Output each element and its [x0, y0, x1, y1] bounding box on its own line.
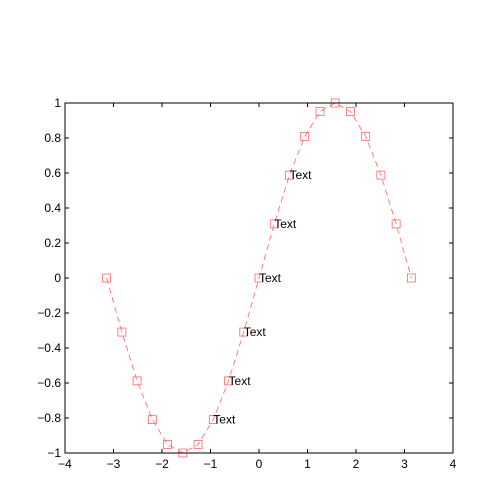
data-point-marker — [224, 376, 233, 386]
y-tick-label: 0.2 — [44, 236, 61, 250]
data-point-marker — [208, 415, 218, 424]
data-point-marker — [147, 415, 157, 424]
y-tick-label: −0.2 — [37, 306, 61, 320]
y-tick-label: 0.6 — [44, 166, 61, 180]
data-point-marker — [132, 376, 142, 386]
data-point-marker — [117, 327, 127, 337]
x-tick-label: −1 — [204, 457, 218, 471]
annotation-text: Text — [289, 168, 312, 182]
data-point-marker — [285, 170, 294, 180]
data-point-marker — [391, 219, 401, 229]
x-tick-label: −2 — [155, 457, 169, 471]
tick-label-layer: −4 −3 −2 −1 0 1 2 3 4 −1 −0.8 −0.6 −0.4 −0.2 0 0.2 0.4 0.… — [37, 96, 456, 471]
annotation-layer: Text Text Text Text Text Text — [213, 168, 312, 426]
data-point-marker — [102, 273, 112, 283]
data-point-marker — [239, 327, 249, 337]
y-tick-label: −0.8 — [37, 411, 61, 425]
data-point-marker — [300, 132, 310, 141]
data-point-marker — [269, 219, 279, 229]
x-tick-label: 3 — [401, 457, 408, 471]
data-point-marker — [315, 107, 325, 116]
y-tick-label: 0 — [54, 271, 61, 285]
y-tick-label: −1 — [47, 446, 61, 460]
annotation-text: Text — [229, 374, 252, 388]
data-point-marker — [376, 170, 386, 180]
y-tick-label: 0.8 — [44, 131, 61, 145]
plot-frame — [64, 102, 454, 454]
y-tick-label: 0.4 — [44, 201, 61, 215]
data-point-marker — [193, 440, 203, 449]
y-tick-label: 1 — [54, 96, 61, 110]
data-point-marker — [361, 132, 371, 141]
annotation-text: Text — [244, 325, 267, 339]
data-point-marker — [346, 107, 355, 116]
y-tick-label: −0.6 — [37, 376, 61, 390]
data-point-marker — [163, 440, 172, 449]
data-point-marker — [254, 273, 264, 283]
annotation-text: Text — [274, 217, 297, 231]
annotation-text: Text — [259, 271, 282, 285]
y-tick-label: −0.4 — [37, 341, 61, 355]
data-point-marker — [406, 273, 416, 283]
annotation-text: Text — [213, 413, 236, 427]
x-tick-label: −3 — [107, 457, 121, 471]
series-line — [106, 102, 412, 454]
x-tick-label: 1 — [304, 457, 311, 471]
x-tick-label: 0 — [256, 457, 263, 471]
x-tick-label: −4 — [58, 457, 72, 471]
x-tick-label: 4 — [450, 457, 457, 471]
x-tick-label: 2 — [353, 457, 360, 471]
